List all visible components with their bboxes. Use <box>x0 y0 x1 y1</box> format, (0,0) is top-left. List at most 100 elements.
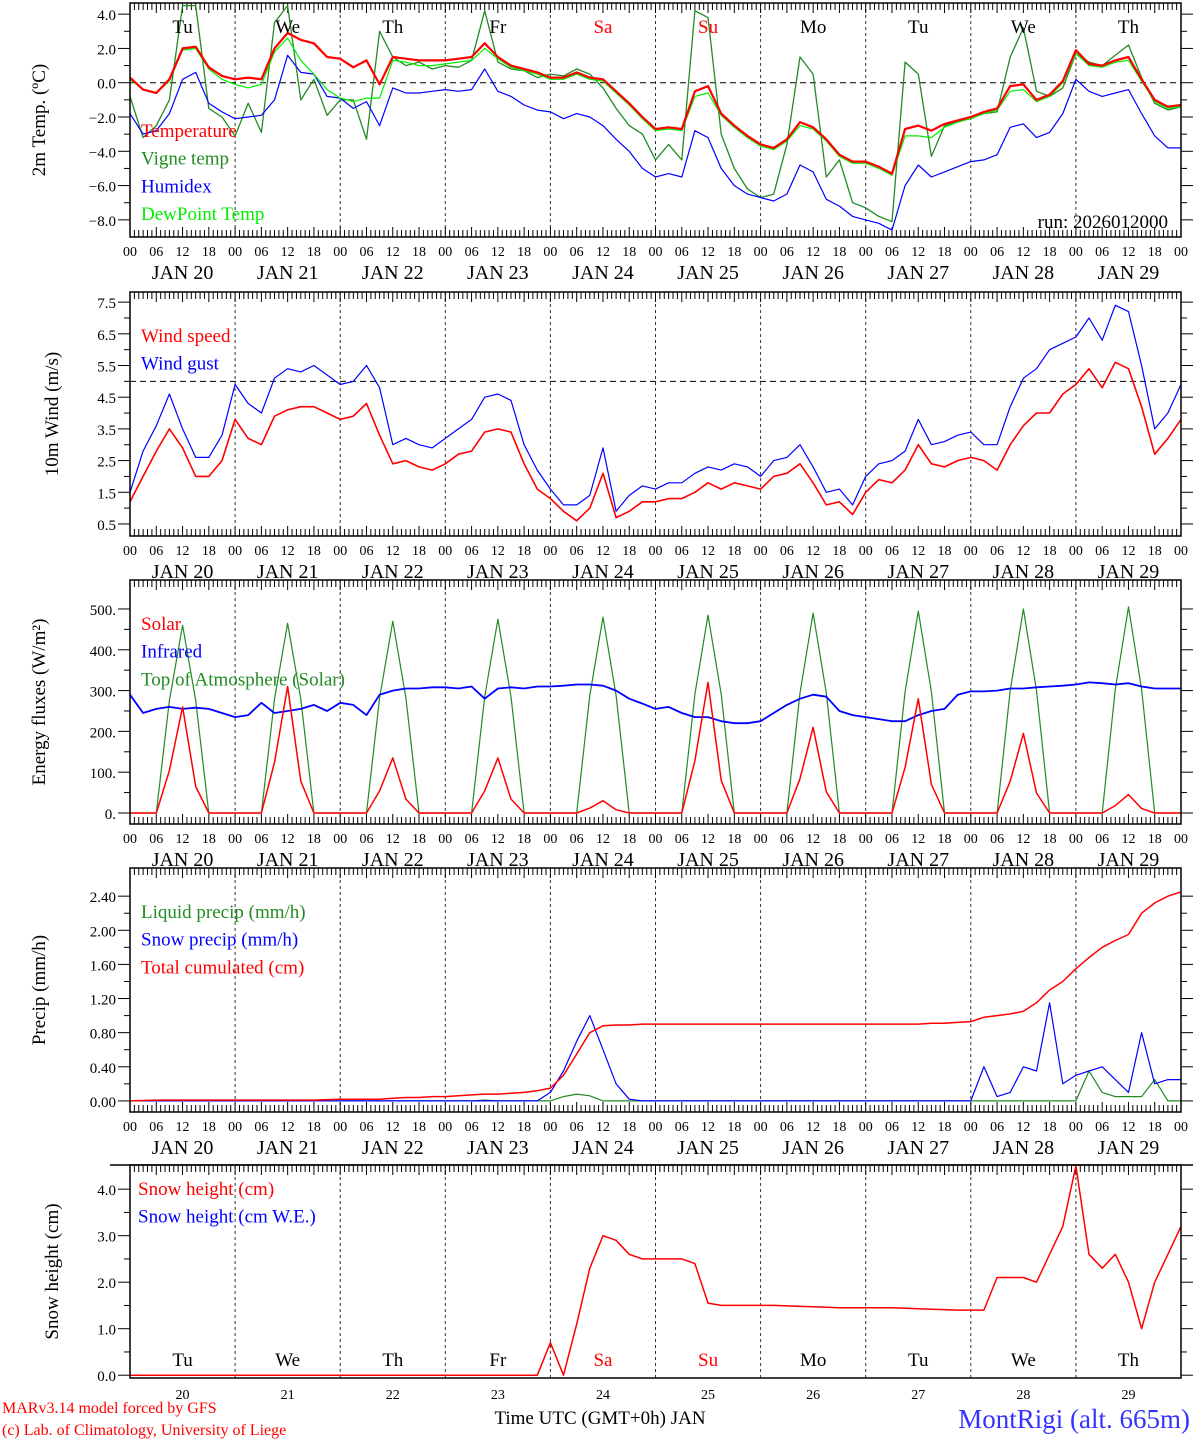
hour-label: 06 <box>254 245 268 260</box>
hour-label: 18 <box>938 245 952 260</box>
hour-label: 00 <box>964 1120 978 1135</box>
y-tick-label: 4.5 <box>97 391 116 407</box>
hour-label: 18 <box>622 544 636 559</box>
hour-label: 18 <box>832 1120 846 1135</box>
hour-label: 00 <box>543 1120 557 1135</box>
hour-label: 18 <box>1148 245 1162 260</box>
bottom-date-label: 26 <box>806 1388 820 1403</box>
hour-label: 06 <box>359 832 373 847</box>
hour-label: 00 <box>754 544 768 559</box>
weekday-label: Sa <box>593 17 613 38</box>
hour-label: 06 <box>675 544 689 559</box>
y-tick-label: 2.00 <box>90 924 116 940</box>
hour-label: 06 <box>675 1120 689 1135</box>
hour-label: 18 <box>622 245 636 260</box>
y-tick-label: 4.0 <box>97 1183 116 1199</box>
hour-label: 00 <box>859 832 873 847</box>
hour-label: 06 <box>990 544 1004 559</box>
weekday-label: Th <box>1118 1350 1140 1371</box>
date-label: JAN 26 <box>782 849 844 871</box>
hour-label: 00 <box>859 1120 873 1135</box>
legend-entry: Infrared <box>141 642 203 663</box>
hour-label: 00 <box>1069 544 1083 559</box>
hour-label: 00 <box>1069 1120 1083 1135</box>
hour-label: 12 <box>176 1120 190 1135</box>
date-label: JAN 25 <box>677 561 739 583</box>
bottom-date-label: 29 <box>1121 1388 1135 1403</box>
run-label: run: 2026012000 <box>1038 212 1168 233</box>
legend-entry: Snow height (cm W.E.) <box>138 1207 316 1228</box>
series-dewpoint-temp <box>129 37 1182 176</box>
weekday-label: Mo <box>800 1350 826 1371</box>
hour-label: 18 <box>307 544 321 559</box>
hour-label: 12 <box>1016 245 1030 260</box>
hour-label: 12 <box>386 832 400 847</box>
hour-label: 06 <box>149 544 163 559</box>
hour-label: 18 <box>202 544 216 559</box>
hour-label: 00 <box>1174 832 1188 847</box>
weekday-label: Su <box>698 1350 719 1371</box>
hour-label: 18 <box>727 832 741 847</box>
date-label: JAN 26 <box>782 561 844 583</box>
hour-label: 00 <box>1069 245 1083 260</box>
hour-label: 12 <box>491 544 505 559</box>
date-label: JAN 28 <box>993 849 1055 871</box>
y-tick-label: 300. <box>90 685 116 701</box>
date-label: JAN 21 <box>257 561 319 583</box>
hour-label: 12 <box>176 544 190 559</box>
hour-label: 00 <box>649 544 663 559</box>
hour-label: 00 <box>543 544 557 559</box>
series-snow-height-cm- <box>130 1165 1182 1376</box>
hour-label: 06 <box>465 1120 479 1135</box>
hour-label: 00 <box>964 544 978 559</box>
hour-label: 00 <box>438 832 452 847</box>
y-axis-title: 10m Wind (m/s) <box>42 352 63 477</box>
weekday-label: Th <box>382 1350 404 1371</box>
panel-4: 0.00 0.40 0.80 1.20 1.60 2.00 2.40 Precip (mm/h… <box>29 867 1193 1159</box>
y-axis-title: Precip (mm/h) <box>29 935 50 1045</box>
hour-label: 00 <box>964 245 978 260</box>
weekday-label: Mo <box>800 17 826 38</box>
hour-label: 12 <box>491 832 505 847</box>
hour-label: 00 <box>543 245 557 260</box>
weekday-label: We <box>1011 1350 1036 1371</box>
hour-label: 06 <box>254 1120 268 1135</box>
hour-label: 00 <box>649 832 663 847</box>
date-label: JAN 22 <box>362 849 424 871</box>
hour-label: 06 <box>1095 544 1109 559</box>
date-label: JAN 27 <box>887 1137 949 1159</box>
date-label: JAN 20 <box>152 849 214 871</box>
date-label: JAN 29 <box>1098 262 1160 284</box>
hour-label: 06 <box>885 544 899 559</box>
hour-label: 00 <box>228 544 242 559</box>
date-label: JAN 20 <box>152 262 214 284</box>
hour-label: 12 <box>1016 1120 1030 1135</box>
legend-entry: Top of Atmosphere (Solar) <box>141 669 345 690</box>
hour-label: 12 <box>701 245 715 260</box>
y-axis-title: Snow height (cm) <box>42 1203 63 1339</box>
date-label: JAN 24 <box>572 262 634 284</box>
hour-label: 18 <box>1043 1120 1057 1135</box>
date-label: JAN 29 <box>1098 561 1160 583</box>
hour-label: 18 <box>727 544 741 559</box>
hour-label: 12 <box>1121 245 1135 260</box>
hour-label: 06 <box>359 1120 373 1135</box>
hour-label: 12 <box>491 245 505 260</box>
y-tick-label: 1.5 <box>97 486 116 502</box>
hour-label: 00 <box>123 245 137 260</box>
hour-label: 12 <box>596 544 610 559</box>
footer-model: MARv3.14 model forced by GFS <box>2 1400 217 1417</box>
y-tick-label: −6.0 <box>89 180 116 196</box>
hour-label: 06 <box>885 245 899 260</box>
hour-label: 00 <box>438 1120 452 1135</box>
hour-label: 06 <box>885 832 899 847</box>
date-label: JAN 29 <box>1098 849 1160 871</box>
hour-label: 06 <box>1095 245 1109 260</box>
hour-label: 12 <box>806 1120 820 1135</box>
y-tick-label: 6.5 <box>97 328 116 344</box>
date-label: JAN 20 <box>152 561 214 583</box>
bottom-date-label: 20 <box>176 1388 190 1403</box>
legend-entry: Liquid precip (mm/h) <box>141 902 306 923</box>
hour-label: 00 <box>333 832 347 847</box>
hour-label: 00 <box>859 544 873 559</box>
